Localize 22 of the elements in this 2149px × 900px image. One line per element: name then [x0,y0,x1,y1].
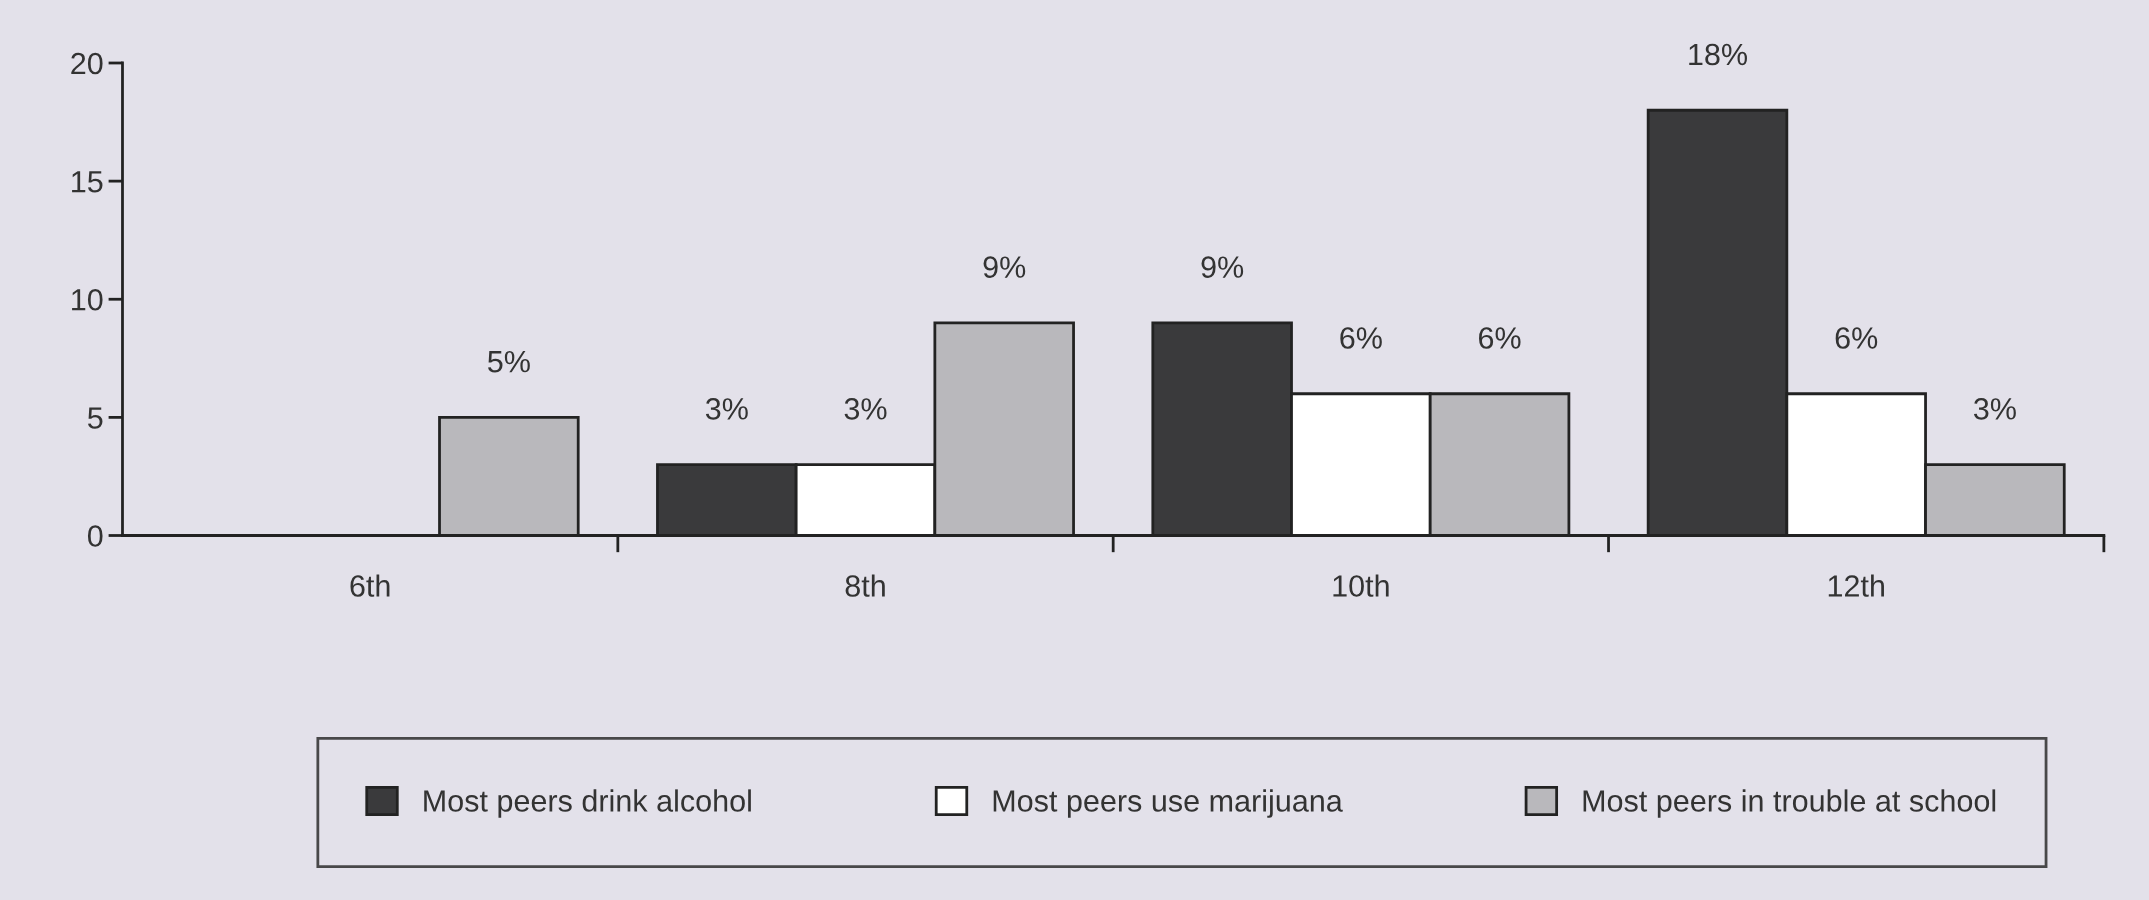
data-label: 5% [488,350,530,373]
data-label: 6% [1835,327,1878,349]
legend-label: Most peers in trouble at school [1583,789,1996,818]
data-label: 18% [1689,43,1747,66]
legend-label: Most peers drink alcohol [424,789,751,818]
data-label: 3% [844,398,887,420]
y-tick-label: 10 [72,288,103,311]
legend-label: Most peers use marijuana [993,789,1343,818]
x-tick-label: 8th [845,574,885,597]
x-tick-label: 10th [1333,574,1389,597]
data-label: 6% [1479,327,1521,349]
data-label: 3% [1973,398,2016,420]
data-label: 9% [983,256,1026,278]
data-label: 6% [1340,327,1382,349]
y-tick-label: 5 [87,407,103,429]
data-label: 3% [705,398,748,420]
y-tick-label: 0 [87,525,103,547]
data-label: 9% [1201,256,1244,278]
x-tick-label: 12th [1828,574,1884,597]
x-tick-label: 6th [350,574,390,597]
y-tick-label: 20 [71,52,103,75]
y-tick-label: 15 [72,171,103,193]
